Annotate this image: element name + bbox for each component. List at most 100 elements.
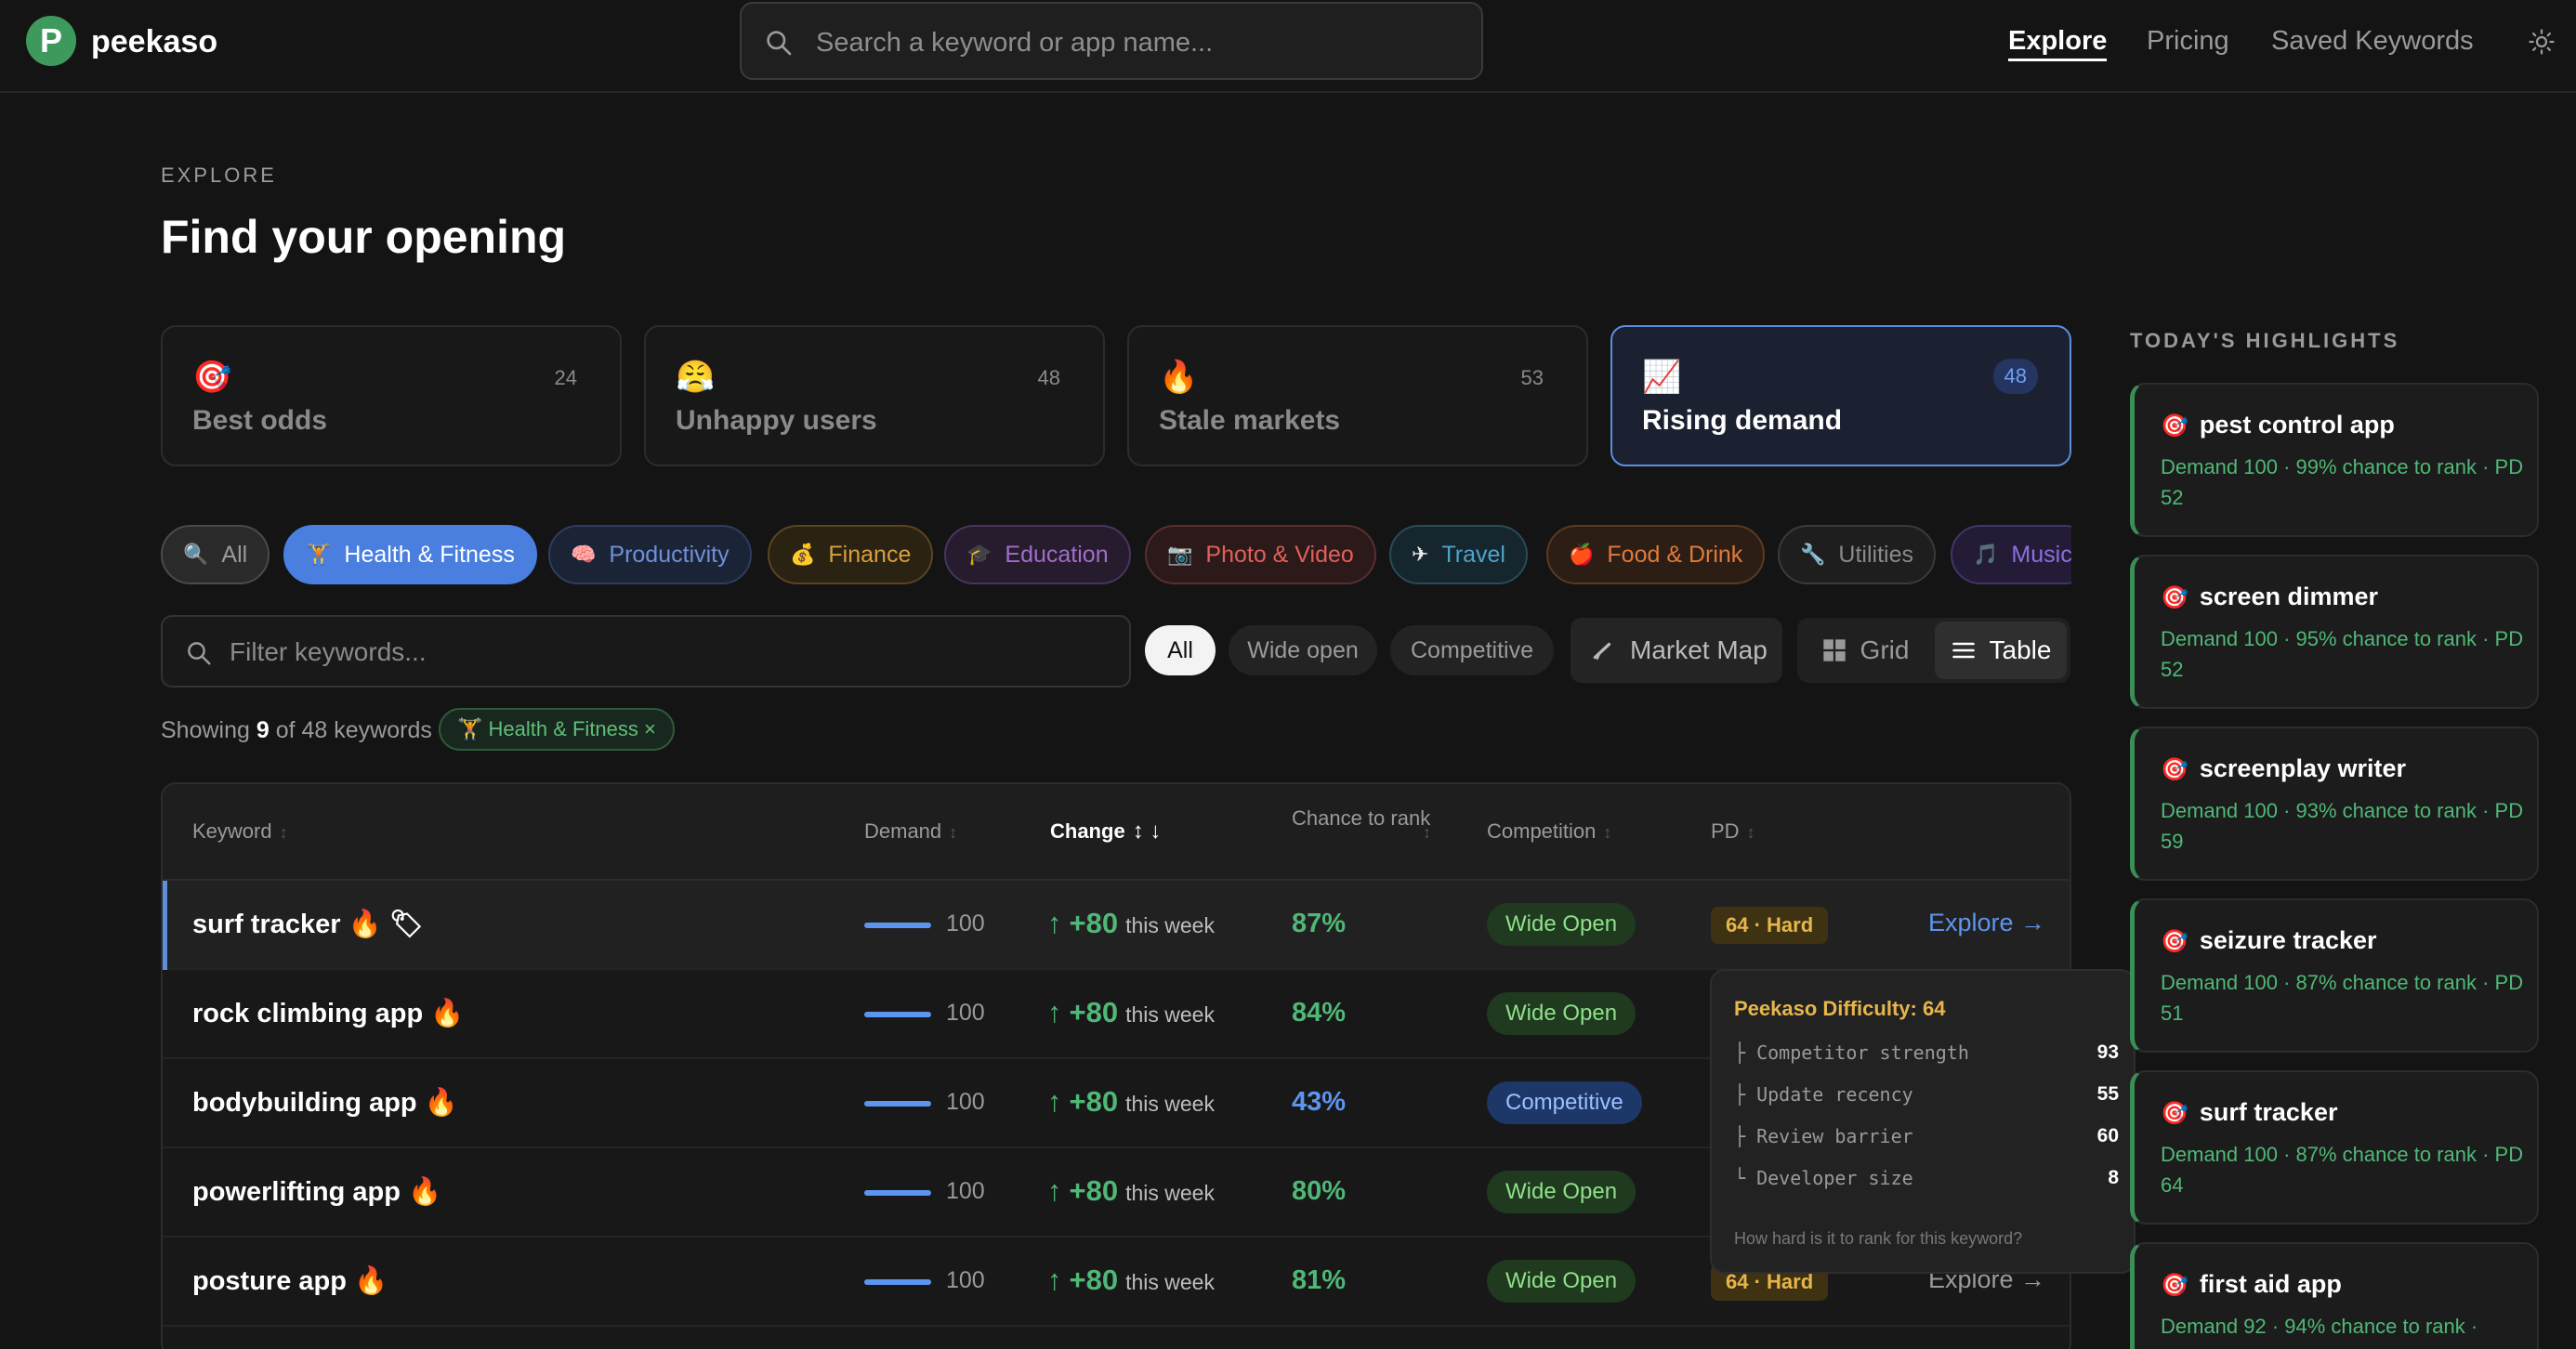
- table-header: Keyword ↕ Demand ↕ Change ↕ ↓ Chance to ran…: [163, 784, 2070, 881]
- category-food-drink[interactable]: 🍎 Food & Drink: [1546, 525, 1766, 584]
- keyword-filter[interactable]: [161, 615, 1131, 688]
- col-keyword[interactable]: Keyword ↕: [192, 819, 288, 843]
- global-search[interactable]: [740, 2, 1483, 80]
- sun-icon[interactable]: [2528, 28, 2556, 56]
- category-travel[interactable]: ✈ Travel: [1389, 525, 1528, 584]
- highlight-card[interactable]: 🎯 pest control app Demand 100 · 99% chanc…: [2130, 383, 2539, 537]
- table-row[interactable]: rock climbing app 🔥 100 ↑ +80 this week 84…: [163, 970, 2070, 1059]
- highlight-keyword: screenplay writer: [2199, 754, 2407, 782]
- search-icon: [188, 642, 211, 665]
- highlights-title: TODAY'S HIGHLIGHTS: [2130, 329, 2400, 352]
- view-grid-label: Grid: [1860, 635, 1910, 664]
- category-productivity[interactable]: 🧠 Productivity: [548, 525, 752, 584]
- apple-icon: 🍎: [1569, 543, 1595, 566]
- demand-value: 100: [946, 1267, 985, 1293]
- highlight-detail: Demand 100 · 95% chance to rank · PD 52: [2161, 627, 2524, 681]
- competition-badge: Wide Open: [1487, 1260, 1636, 1303]
- highlight-card[interactable]: 🎯 surf tracker Demand 100 · 87% chance to…: [2130, 1070, 2539, 1225]
- explore-link[interactable]: Explore →: [1928, 909, 2046, 936]
- pd-badge[interactable]: 64 · Hard: [1711, 907, 1829, 944]
- change-cell: ↑ +80 this week: [1047, 996, 1215, 1028]
- segment-wide-open[interactable]: Wide open: [1229, 625, 1377, 675]
- highlight-detail: Demand 100 · 93% chance to rank · PD 59: [2161, 799, 2524, 853]
- preset-label: Best odds: [192, 405, 328, 436]
- keyword-cell: posture app 🔥: [192, 1266, 388, 1296]
- demand-value: 100: [946, 1000, 985, 1026]
- col-change[interactable]: Change ↕ ↓: [1050, 819, 1162, 844]
- market-map-label: Market Map: [1630, 635, 1768, 664]
- target-icon: 🎯: [192, 360, 232, 395]
- table-row[interactable]: surf tracker 🔥 🏷 100 ↑ +80 this week 87% W…: [163, 881, 2070, 970]
- search-icon: [767, 31, 792, 56]
- chance-cell: 87%: [1292, 909, 1347, 938]
- chance-cell: 80%: [1292, 1176, 1347, 1206]
- target-icon: 🎯: [2161, 413, 2188, 439]
- col-competition[interactable]: Competition ↕: [1487, 819, 1612, 843]
- view-toggle: Grid Table: [1797, 618, 2070, 683]
- category-photo-video[interactable]: 📷 Photo & Video: [1145, 525, 1376, 584]
- view-table-button[interactable]: Table: [1935, 622, 2067, 679]
- category-label: Travel: [1441, 541, 1505, 568]
- nav-explore[interactable]: Explore: [2008, 26, 2108, 61]
- category-education[interactable]: 🎓 Education: [944, 525, 1131, 584]
- preset-card-unhappy-users[interactable]: 😤 48 Unhappy users: [644, 325, 1105, 466]
- keyword-cell: rock climbing app 🔥: [192, 999, 465, 1028]
- active-filter-chip[interactable]: 🏋 Health & Fitness ×: [439, 708, 675, 751]
- view-grid-button[interactable]: Grid: [1797, 618, 1933, 683]
- category-label: Education: [1005, 541, 1109, 568]
- competition-badge: Wide Open: [1487, 992, 1636, 1035]
- highlight-card[interactable]: 🎯 seizure tracker Demand 100 · 87% chance…: [2130, 898, 2539, 1053]
- preset-card-stale-markets[interactable]: 🔥 53 Stale markets: [1127, 325, 1588, 466]
- keyword-cell: powerlifting app 🔥: [192, 1177, 442, 1207]
- category-label: Finance: [828, 541, 912, 568]
- segment-competitive[interactable]: Competitive: [1390, 625, 1554, 675]
- nav-pricing[interactable]: Pricing: [2147, 26, 2229, 56]
- grid-icon: [1822, 639, 1846, 661]
- preset-count: 53: [1520, 366, 1544, 389]
- highlight-card[interactable]: 🎯 screenplay writer Demand 100 · 93% chan…: [2130, 727, 2539, 881]
- tooltip-item: ├ Update recency 55: [1734, 1083, 2119, 1106]
- highlight-keyword: first aid app: [2199, 1270, 2342, 1298]
- change-cell: ↑ +80 this week: [1047, 1085, 1215, 1118]
- highlight-card[interactable]: 🎯 first aid app Demand 92 · 94% chance to…: [2130, 1242, 2539, 1349]
- col-pd[interactable]: PD ↕: [1711, 819, 1755, 843]
- demand-bar: [864, 1279, 931, 1285]
- table-row[interactable]: bodybuilding app 🔥 100 ↑ +80 this week 43%…: [163, 1059, 2070, 1148]
- category-finance[interactable]: 💰 Finance: [768, 525, 934, 584]
- highlight-keyword: seizure tracker: [2199, 926, 2377, 954]
- table-row[interactable]: powerlifting app 🔥 100 ↑ +80 this week 80%…: [163, 1148, 2070, 1238]
- brain-icon: 🧠: [571, 543, 597, 566]
- highlight-keyword: pest control app: [2199, 411, 2395, 439]
- highlight-keyword: screen dimmer: [2199, 583, 2378, 610]
- chance-cell: 43%: [1292, 1087, 1347, 1117]
- highlight-keyword: surf tracker: [2199, 1098, 2338, 1126]
- change-cell: ↑ +80 this week: [1047, 1264, 1215, 1296]
- logo-icon[interactable]: P: [26, 16, 76, 66]
- demand-bar: [864, 1101, 931, 1107]
- segment-all[interactable]: All: [1145, 625, 1216, 675]
- category-utilities[interactable]: 🔧 Utilities: [1778, 525, 1936, 584]
- col-chance[interactable]: Chance to rank: [1292, 806, 1431, 830]
- preset-count: 24: [554, 366, 577, 389]
- col-chance-sort[interactable]: ↕: [1423, 823, 1431, 842]
- tooltip-item: ├ Review barrier 60: [1734, 1125, 2119, 1147]
- category-label: Health & Fitness: [344, 541, 515, 568]
- category-chips: 🔍 All 🏋 Health & Fitness 🧠 Productivity 💰 Fi…: [161, 525, 2071, 586]
- nav-saved-keywords[interactable]: Saved Keywords: [2271, 26, 2474, 56]
- page-title: Find your opening: [161, 211, 567, 263]
- col-demand[interactable]: Demand ↕: [864, 819, 958, 843]
- brand-name[interactable]: peekaso: [91, 24, 218, 59]
- keyword-cell: surf tracker 🔥 🏷: [192, 910, 424, 939]
- competition-badge: Competitive: [1487, 1081, 1642, 1124]
- tooltip-footer: How hard is it to rank for this keyword?: [1734, 1229, 2023, 1248]
- tooltip-title: Peekaso Difficulty: 64: [1734, 997, 1946, 1020]
- market-map-button[interactable]: Market Map: [1571, 618, 1782, 683]
- category-health-fitness[interactable]: 🏋 Health & Fitness: [283, 525, 537, 584]
- filter-input[interactable]: [230, 634, 1084, 671]
- search-input[interactable]: [816, 22, 1448, 63]
- preset-card-rising-demand[interactable]: 📈 48 Rising demand: [1610, 325, 2071, 466]
- category-music[interactable]: 🎵 Music: [1951, 525, 2071, 584]
- category-all[interactable]: 🔍 All: [161, 525, 270, 584]
- preset-card-best-odds[interactable]: 🎯 24 Best odds: [161, 325, 622, 466]
- highlight-card[interactable]: 🎯 screen dimmer Demand 100 · 95% chance t…: [2130, 555, 2539, 709]
